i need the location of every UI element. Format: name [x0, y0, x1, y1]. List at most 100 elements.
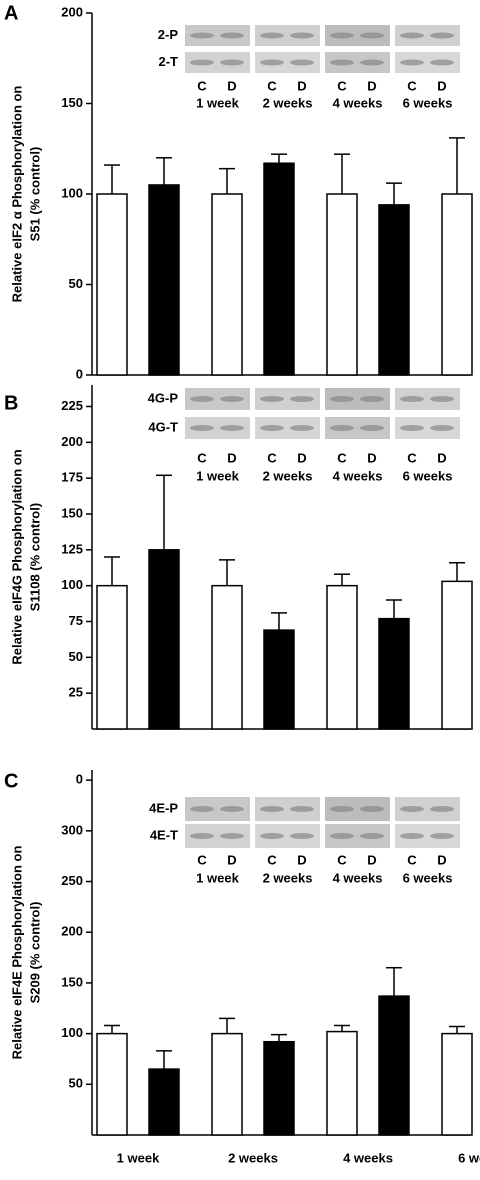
blot-band	[290, 833, 314, 839]
blot-band	[260, 32, 284, 39]
blot-image	[185, 25, 250, 46]
blot-band	[190, 59, 214, 66]
blot-band	[330, 32, 354, 39]
y-tick-label: 100	[61, 185, 83, 200]
x-tick-label: 4 weeks	[343, 1150, 393, 1165]
blot-band	[220, 396, 244, 402]
blot-image	[255, 52, 320, 73]
blot-band	[400, 396, 424, 402]
blot-group-label: 6 weeks	[403, 468, 453, 483]
blot-band	[400, 833, 424, 839]
lane-label: D	[227, 450, 236, 465]
bar	[96, 193, 128, 376]
blot-band	[360, 425, 384, 431]
blot-image	[255, 388, 320, 410]
blot-band	[290, 32, 314, 39]
blot-band	[190, 833, 214, 839]
blot-group-label: 1 week	[196, 95, 239, 110]
y-tick-label: 0	[76, 772, 83, 787]
blot-group-label: 1 week	[196, 468, 239, 483]
y-axis-label: Relative eIF4G Phosphorylation on	[9, 449, 24, 664]
bar	[441, 193, 473, 376]
blot-band	[190, 396, 214, 402]
blot-band	[330, 396, 354, 402]
bar	[263, 162, 295, 376]
blot-band	[220, 59, 244, 66]
blot-row-label: 4E-P	[149, 800, 178, 815]
bar	[378, 995, 410, 1136]
y-axis-label: Relative eIF2 α Phosphorylation on	[9, 86, 24, 303]
blot-image	[185, 52, 250, 73]
bar	[96, 584, 128, 730]
y-tick-label: 100	[61, 1025, 83, 1040]
y-axis-label: S51 (% control)	[27, 147, 42, 242]
bar	[326, 584, 358, 730]
y-tick-label: 200	[61, 4, 83, 19]
blot-group-label: 1 week	[196, 870, 239, 885]
y-tick-label: 175	[61, 470, 83, 485]
bar	[211, 1032, 243, 1136]
bar	[148, 184, 180, 376]
blot-band	[260, 425, 284, 431]
blot-group-label: 4 weeks	[333, 95, 383, 110]
blot-band	[430, 806, 454, 812]
blot-band	[220, 425, 244, 431]
blot-band	[400, 59, 424, 66]
blot-image	[395, 417, 460, 439]
panel-letter: C	[4, 770, 18, 792]
bar	[148, 1068, 180, 1136]
y-tick-label: 125	[61, 541, 83, 556]
x-tick-label: 1 week	[117, 1150, 160, 1165]
y-tick-label: 100	[61, 577, 83, 592]
lane-label: D	[297, 78, 306, 93]
blot-image	[395, 388, 460, 410]
blot-band	[290, 396, 314, 402]
blot-band	[430, 833, 454, 839]
y-tick-label: 225	[61, 398, 83, 413]
blot-band	[220, 32, 244, 39]
bar	[211, 584, 243, 730]
lane-label: C	[267, 450, 277, 465]
lane-label: C	[407, 852, 417, 867]
blot-band	[360, 59, 384, 66]
bar	[326, 1030, 358, 1136]
y-axis-label: S209 (% control)	[27, 902, 42, 1004]
y-tick-label: 200	[61, 924, 83, 939]
lane-label: D	[367, 450, 376, 465]
blot-image	[185, 388, 250, 410]
blot-band	[330, 833, 354, 839]
blot-row-label: 2-P	[158, 27, 179, 42]
blot-group-label: 4 weeks	[333, 468, 383, 483]
blot-row-label: 2-T	[159, 54, 179, 69]
blot-band	[220, 806, 244, 812]
blot-band	[260, 59, 284, 66]
blot-band	[400, 425, 424, 431]
blot-band	[290, 425, 314, 431]
bar	[96, 1032, 128, 1136]
blot-band	[330, 806, 354, 812]
lane-label: D	[437, 450, 446, 465]
lane-label: C	[337, 450, 347, 465]
bar	[148, 549, 180, 730]
blot-band	[190, 425, 214, 431]
blot-band	[220, 833, 244, 839]
blot-band	[430, 32, 454, 39]
blot-image	[325, 52, 390, 73]
blot-band	[290, 806, 314, 812]
lane-label: D	[437, 852, 446, 867]
blot-band	[260, 806, 284, 812]
blot-band	[430, 59, 454, 66]
blot-band	[430, 425, 454, 431]
bar	[326, 193, 358, 376]
blot-row-label: 4E-T	[150, 827, 178, 842]
blot-image	[325, 25, 390, 46]
blot-band	[290, 59, 314, 66]
blot-band	[360, 396, 384, 402]
blot-image	[395, 25, 460, 46]
blot-band	[360, 833, 384, 839]
lane-label: C	[407, 78, 417, 93]
blot-image	[255, 417, 320, 439]
lane-label: D	[297, 852, 306, 867]
bar	[378, 617, 410, 730]
blot-band	[400, 32, 424, 39]
